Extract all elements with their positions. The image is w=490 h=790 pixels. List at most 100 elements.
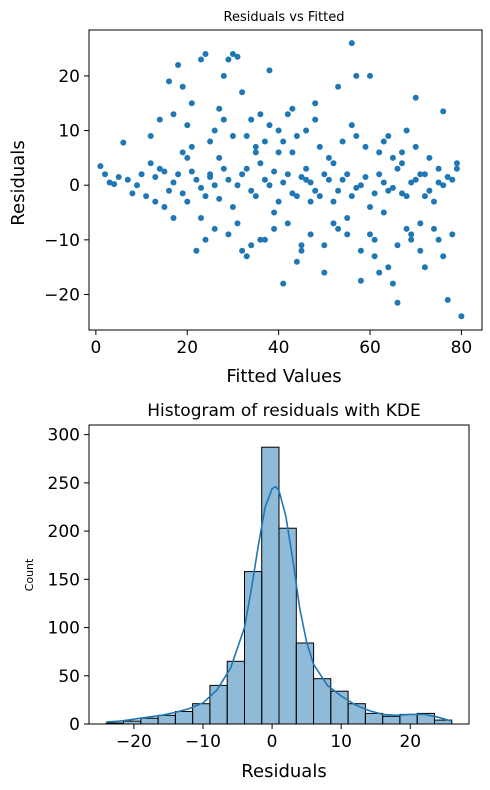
scatter-point (376, 171, 383, 178)
scatter-point (298, 174, 305, 180)
histogram-x-tick-label: 10 (330, 732, 352, 752)
scatter-point (271, 168, 278, 175)
scatter-point (170, 111, 177, 118)
scatter-point (353, 72, 360, 79)
scatter-point (248, 242, 255, 249)
scatter-point (403, 193, 410, 200)
scatter-point (440, 253, 447, 260)
histogram-plot-frame (88, 424, 470, 725)
scatter-point (170, 179, 177, 186)
scatter-point (380, 179, 387, 186)
scatter-point (353, 184, 360, 191)
scatter-point (339, 176, 346, 183)
scatter-point (234, 220, 241, 227)
scatter-point (275, 127, 282, 134)
scatter-point (312, 100, 319, 107)
scatter-point (97, 163, 104, 170)
scatter-point (257, 111, 264, 118)
scatter-point (367, 72, 373, 79)
scatter-point (184, 154, 191, 161)
scatter-ticks-group: 0 20 40 60 80 −20 −10 0 10 20 (44, 67, 472, 358)
scatter-point (421, 264, 428, 271)
scatter-point (399, 190, 405, 197)
scatter-point (284, 171, 291, 178)
scatter-point (179, 149, 186, 156)
histogram-x-tick-label: −20 (116, 732, 152, 752)
scatter-point (275, 149, 282, 156)
scatter-point (440, 182, 447, 189)
scatter-point (376, 149, 383, 156)
scatter-y-tick-label: −10 (44, 231, 80, 251)
scatter-point (257, 160, 264, 167)
scatter-point (380, 209, 387, 216)
scatter-point (303, 176, 310, 183)
scatter-point (380, 138, 387, 145)
scatter-point (225, 176, 232, 183)
scatter-point (134, 182, 140, 189)
scatter-point (431, 225, 437, 232)
scatter-point (426, 154, 433, 161)
residuals-vs-fitted-chart: Residuals vs Fitted 0 20 40 60 80 −20 −10 0 10 20… (8, 10, 483, 387)
scatter-point (348, 193, 355, 200)
histogram-y-tick-label: 50 (58, 667, 80, 687)
scatter-point (321, 242, 328, 249)
scatter-point (156, 165, 163, 172)
scatter-point (316, 143, 323, 150)
scatter-point (435, 236, 442, 243)
scatter-point (289, 149, 296, 156)
scatter-point (403, 225, 410, 232)
scatter-point (385, 133, 392, 139)
scatter-point (248, 187, 255, 194)
scatter-point (161, 168, 168, 175)
scatter-point (431, 198, 437, 205)
scatter-point (307, 179, 314, 186)
histogram-title: Histogram of residuals with KDE (147, 401, 420, 421)
histogram-bar (278, 527, 297, 725)
histogram-bar (347, 703, 366, 725)
scatter-point (266, 122, 273, 129)
scatter-point (229, 204, 236, 210)
scatter-point (220, 116, 227, 123)
scatter-point (435, 179, 442, 186)
scatter-point (449, 176, 456, 183)
histogram-y-tick-label: 0 (69, 715, 80, 735)
scatter-point (147, 133, 154, 139)
histogram-bar (399, 713, 418, 725)
scatter-point (316, 193, 323, 200)
scatter-point (184, 198, 191, 205)
scatter-point (312, 116, 319, 123)
scatter-point (280, 179, 287, 186)
scatter-point (266, 67, 273, 74)
scatter-point (298, 247, 305, 254)
scatter-point (307, 198, 314, 205)
scatter-point (120, 139, 127, 146)
scatter-point (275, 198, 282, 205)
scatter-point (385, 187, 392, 194)
scatter-point (453, 160, 460, 167)
scatter-point (239, 171, 246, 178)
scatter-point (408, 179, 415, 186)
histogram-y-tick-label: 200 (48, 522, 80, 542)
scatter-point (399, 160, 405, 167)
scatter-point (229, 51, 236, 57)
scatter-point (261, 176, 268, 183)
scatter-point (325, 176, 332, 183)
scatter-point (376, 269, 383, 276)
scatter-point (435, 165, 442, 172)
scatter-point (207, 174, 214, 180)
scatter-point (225, 56, 232, 63)
scatter-point (293, 193, 300, 200)
scatter-point (175, 62, 182, 68)
scatter-point (289, 105, 296, 112)
scatter-point (248, 116, 255, 123)
scatter-point (394, 165, 401, 172)
scatter-point (216, 105, 223, 112)
histogram-bar (140, 717, 159, 725)
scatter-point (166, 187, 172, 194)
scatter-point (202, 236, 209, 243)
histogram-y-tick-label: 300 (48, 426, 80, 446)
scatter-point (252, 143, 259, 150)
scatter-point (138, 171, 145, 178)
scatter-point (357, 247, 364, 254)
